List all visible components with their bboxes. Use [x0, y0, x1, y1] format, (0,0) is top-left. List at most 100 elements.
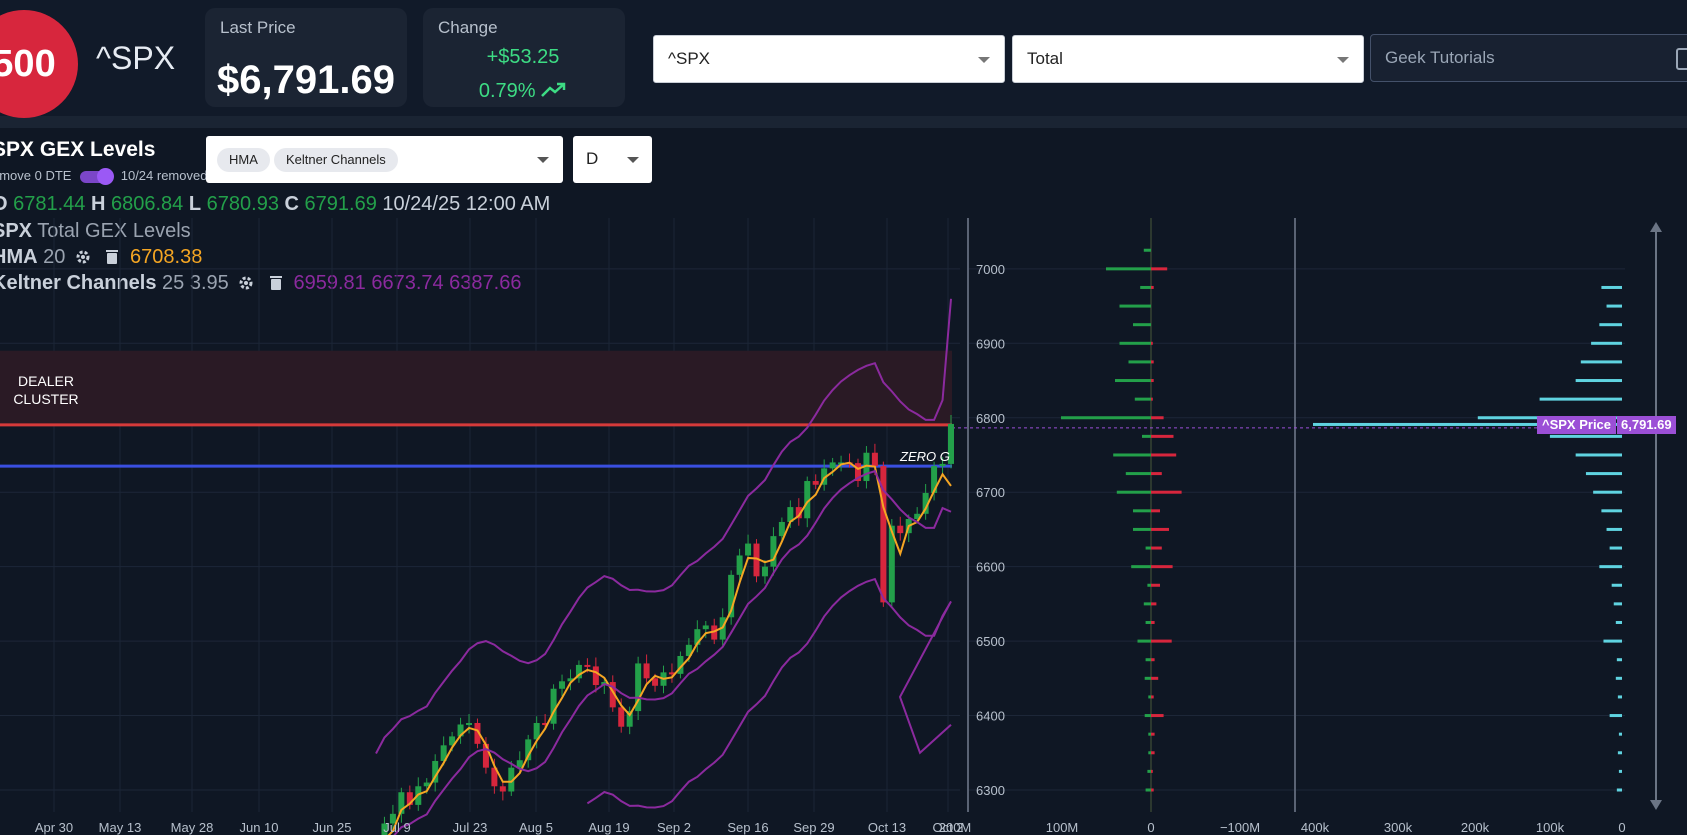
candle-body [389, 813, 396, 824]
candle-body [787, 507, 794, 522]
symbol-select[interactable]: ^SPX [653, 35, 1005, 83]
clipboard-icon[interactable] [1676, 48, 1687, 70]
legend-hma-name: HMA [0, 246, 38, 268]
candle-body [635, 663, 642, 712]
arrow-up-icon[interactable] [1650, 222, 1662, 232]
candle-body [457, 724, 464, 737]
period-select[interactable]: D [573, 136, 652, 183]
gex-bar-positive [1148, 751, 1151, 755]
candle-body [829, 462, 836, 469]
candle-body [795, 507, 802, 519]
y-tick-label: 6300 [976, 783, 1005, 798]
x-tick-label: May 28 [171, 820, 214, 835]
candle-body [381, 823, 388, 835]
candle-body [449, 736, 456, 746]
gex-bar-positive [1144, 714, 1151, 718]
x-tick-label: Aug 19 [588, 820, 629, 835]
candle-body [931, 466, 938, 493]
volume-profile-bar [1616, 658, 1622, 662]
candle-body [753, 543, 760, 577]
arrow-down-icon[interactable] [1650, 800, 1662, 810]
change-percent: 0.79% [478, 80, 536, 102]
candle-body [474, 722, 481, 744]
low-label: L [188, 193, 202, 215]
volume-profile-bar [1615, 620, 1622, 624]
gex-bar-positive [1119, 341, 1151, 345]
volume-profile-bar [1611, 583, 1622, 587]
candle-body [584, 664, 591, 667]
volume-profile-bar [1617, 751, 1622, 755]
volume-profile-bar [1609, 714, 1622, 718]
open-label: O [0, 193, 8, 215]
volume-profile-bar [1603, 639, 1622, 643]
candle-body [871, 452, 878, 467]
x-tick-label: Sep 2 [657, 820, 691, 835]
gex-bar-negative [1151, 732, 1155, 736]
candle-body [778, 521, 785, 537]
candle-body [406, 792, 413, 805]
remove-0dte-toggle[interactable] [80, 167, 115, 185]
candle-body [440, 745, 447, 761]
candle-body [863, 452, 870, 482]
gex-bar-positive [1147, 769, 1151, 773]
trash-icon[interactable] [268, 275, 284, 291]
change-percent-row: 0.79% [423, 80, 623, 103]
gex-bar-positive [1145, 788, 1151, 792]
keltner-lower [586, 577, 952, 809]
gex-bar-positive [1061, 416, 1151, 420]
section-divider [0, 116, 1687, 128]
volume-profile-bar [1613, 602, 1622, 606]
gex-bar-positive [1106, 267, 1151, 271]
gex-bar-negative [1151, 565, 1173, 569]
gex-bar-negative [1151, 397, 1153, 401]
panel-title: SPX GEX Levels [0, 138, 156, 161]
y-tick-label: 6600 [976, 560, 1005, 575]
gex-price-chart[interactable]: 7000 6900 6800 6700 6600 6500 6400 6300 Apr 30 Ma… [0, 218, 1687, 835]
indicator-select[interactable]: HMA Keltner Channels [206, 136, 563, 183]
candle-body [854, 463, 861, 482]
hma-line [387, 461, 952, 835]
remove-0dte-status: 10/24 removed [120, 168, 208, 183]
y-tick-label: 6400 [976, 709, 1005, 724]
gex-bar-negative [1151, 620, 1155, 624]
gex-bar-negative [1151, 360, 1154, 364]
indicator-chip-hma[interactable]: HMA [217, 148, 270, 172]
gex-bar-positive [1133, 527, 1151, 531]
candle-body [618, 707, 625, 727]
y-tick-label: 6700 [976, 485, 1005, 500]
dealer-cluster-label: DEALER CLUSTER [6, 372, 86, 408]
ticker-symbol: ^SPX [96, 40, 176, 76]
candle-body [821, 468, 828, 485]
candle-body [466, 722, 473, 725]
gex-bar-negative [1151, 434, 1174, 438]
gex-x-tick-label: 100M [1046, 820, 1079, 835]
candle-body [880, 466, 887, 603]
gear-icon[interactable] [75, 249, 91, 265]
keltner-upper [375, 298, 952, 754]
gex-bar-positive [1143, 602, 1151, 606]
chevron-down-icon [627, 157, 639, 163]
legend-series-name: Total GEX Levels [37, 220, 191, 242]
indicator-chip-keltner[interactable]: Keltner Channels [274, 148, 398, 172]
candle-body [745, 543, 752, 556]
volume-profile-bar [1599, 323, 1622, 327]
search-input[interactable]: Geek Tutorials [1370, 34, 1687, 82]
candle-body [491, 767, 498, 787]
candle-body [609, 682, 616, 708]
legend-series: SPX Total GEX Levels [0, 220, 191, 243]
trash-icon[interactable] [104, 249, 120, 265]
candle-body [550, 688, 557, 724]
volume-profile-bar [1539, 397, 1622, 401]
gex-x-tick-label: 0 [1147, 820, 1154, 835]
period-select-value: D [586, 149, 599, 168]
price-tag-label: ^SPX Price [1537, 416, 1617, 434]
volume-profile-bar [1575, 453, 1622, 457]
gex-bar-positive [1144, 676, 1151, 680]
close-value: 6791.69 [304, 193, 377, 215]
volume-profile-bar [1606, 527, 1622, 531]
gear-icon[interactable] [238, 275, 254, 291]
gex-type-select[interactable]: Total [1012, 35, 1364, 83]
legend-keltner-values: 6959.81 6673.74 6387.66 [293, 272, 522, 294]
candle-body [728, 574, 735, 618]
legend-hma-value: 6708.38 [130, 246, 203, 268]
